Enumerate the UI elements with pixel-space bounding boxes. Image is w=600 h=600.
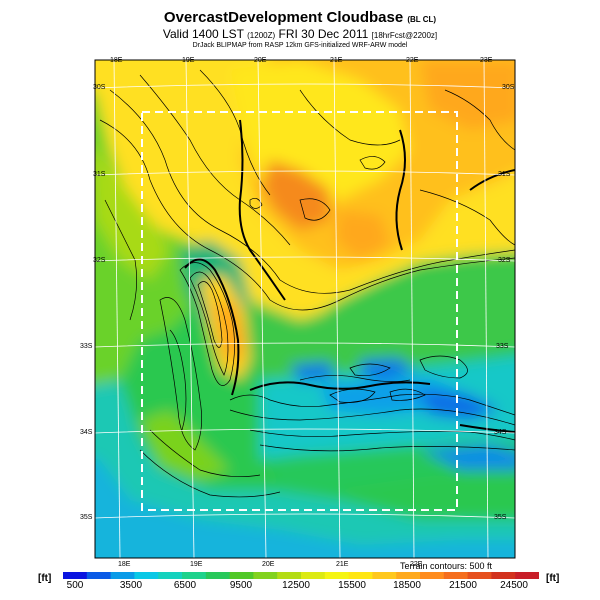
colorbar-swatch [182,572,207,579]
lon-label-bottom: 20E [262,561,275,568]
colorbar-tick-label: 15500 [338,580,366,591]
colorbar-swatch [63,572,88,579]
lat-label-left: 30S [93,84,106,91]
lat-label-right: 30S [502,84,515,91]
colorbar [63,572,539,579]
colorbar-swatch [420,572,445,579]
lat-label-right: 34S [494,429,507,436]
lat-lon-grid [95,60,515,558]
valid-code: (1200Z) [247,31,276,40]
colorbar-swatch [134,572,159,579]
colorbar-tick-label: 12500 [282,580,310,591]
major-contours [184,119,515,433]
valid-time: Valid 1400 LST (1200Z) FRI 30 Dec 2011 [… [0,27,600,41]
inner-domain-box [141,111,458,511]
colorbar-tick-label: 9500 [229,580,253,591]
lon-label-bottom: 22E [410,561,423,568]
valid-text: Valid 1400 LST [162,27,244,41]
colorbar-swatch [86,572,112,579]
lon-label-bottom: 21E [336,561,349,568]
forecast-info: [18hrFcst@2200z] [371,31,438,40]
lon-label-bottom: 19E [190,561,203,568]
colorbar-swatch [277,572,302,579]
map-frame [94,59,516,559]
title-text: OvercastDevelopment Cloudbase [163,9,404,26]
colorbar-swatch [110,572,135,579]
colorbar-swatch [158,572,183,579]
lat-label-left: 33S [80,343,93,350]
colorbar-swatch [443,572,469,579]
colorbar-swatch [515,572,539,579]
colorbar-swatch [253,572,278,579]
lat-label-left: 32S [93,257,106,264]
lon-label-top: 20E [254,57,267,64]
terrain-contour-note: Terrain contours: 500 ft [400,561,493,571]
lon-label-top: 22E [406,57,419,64]
lat-label-left: 34S [80,429,93,436]
colorbar-tick-label: 18500 [393,580,421,591]
colorbar-swatch [205,572,231,579]
model-credit: DrJack BLIPMAP from RASP 12km GFS-initia… [192,42,408,49]
lat-label-right: 33S [496,343,509,350]
lon-label-top: 23E [480,57,493,64]
map-field [95,60,515,558]
lon-label-top: 21E [330,57,343,64]
colorbar-swatch [324,572,350,579]
colorbar-swatch [229,572,254,579]
colorbar-tick-label: 6500 [173,580,197,591]
terrain-contours [99,69,515,498]
lon-label-top: 18E [110,57,123,64]
cloudbase-shading [95,60,515,558]
colorbar-ticks: 500 3500 6500 9500 12500 15500 18500 21500 24500 [63,580,539,596]
colorbar-unit-right: [ft] [546,573,560,584]
colorbar-swatch [491,572,516,579]
colorbar-swatch [301,572,326,579]
colorbar-unit-left: [ft] [38,573,52,584]
lon-label-bottom: 18E [118,561,131,568]
lat-label-left: 35S [80,514,93,521]
lat-label-right: 35S [494,514,507,521]
colorbar-swatch [348,572,373,579]
valid-date: FRI 30 Dec 2011 [278,27,369,41]
map-title: OvercastDevelopment Cloudbase (BL CL) [0,9,600,26]
lat-label-left: 31S [93,171,106,178]
title-tag: (BL CL) [407,15,437,24]
lat-label-right: 31S [498,171,511,178]
lat-label-right: 32S [498,257,511,264]
colorbar-tick-label: 3500 [119,580,143,591]
colorbar-swatch [467,572,492,579]
colorbar-tick-label: 500 [66,580,84,591]
colorbar-swatch [372,572,397,579]
colorbar-tick-label: 21500 [449,580,477,591]
colorbar-tick-label: 24500 [500,580,528,591]
lon-label-top: 19E [182,57,195,64]
colorbar-swatch [396,572,421,579]
